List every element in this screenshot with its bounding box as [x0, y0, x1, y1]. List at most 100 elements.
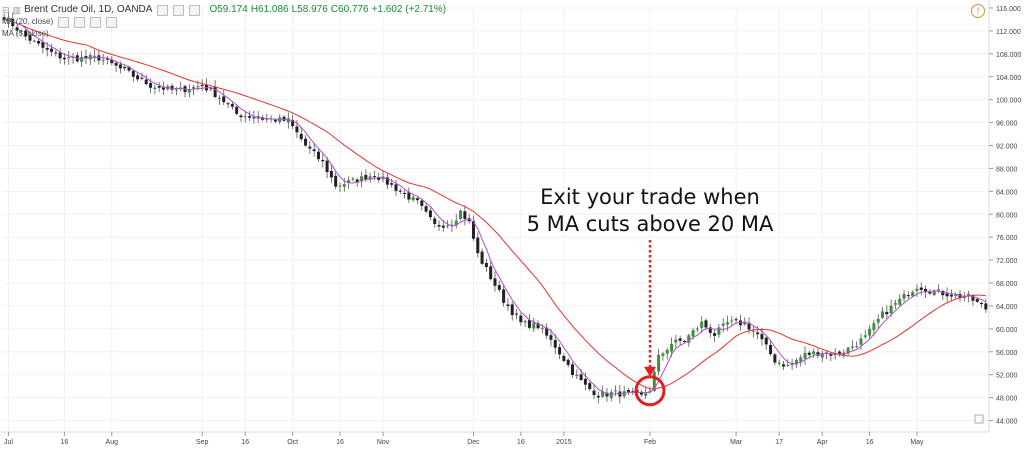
candle-body — [209, 88, 213, 90]
candle-body — [273, 119, 277, 122]
candle-body — [390, 183, 394, 185]
time-axis[interactable]: Jul 16 Aug Sep 16 Oct 16 Nov Dec 16 2015 Feb Mar 17 Ap… — [4, 432, 924, 446]
eye-icon[interactable] — [58, 16, 70, 28]
candle-body — [708, 327, 712, 333]
candle-body — [605, 392, 609, 397]
high-value: H61.086 — [250, 4, 289, 15]
annotation-text: Exit your trade when 5 MA cuts above 20 … — [510, 184, 790, 238]
time-tick-label: Apr — [817, 439, 829, 446]
price-tick-label: 116.000 — [996, 6, 1021, 13]
price-tick-label: 52.000 — [996, 373, 1018, 380]
candle-body — [583, 378, 587, 385]
candle-body — [812, 351, 816, 355]
candle-body — [614, 390, 618, 392]
candle-body — [489, 266, 493, 280]
candle-body — [562, 355, 566, 361]
candle-body — [161, 86, 165, 90]
candle-body — [657, 354, 661, 372]
candle-body — [807, 352, 811, 355]
candle-body — [588, 383, 592, 390]
candle-body — [308, 146, 312, 149]
candle-body — [906, 295, 910, 297]
candle-body — [902, 293, 906, 299]
ma5-row[interactable]: MA (5, close) — [2, 28, 446, 40]
candle-body — [975, 299, 979, 302]
time-tick-label: 17 — [775, 439, 783, 446]
candle-body — [829, 353, 833, 356]
candle-body — [536, 323, 540, 329]
candle-body — [338, 185, 342, 187]
collapse-icon[interactable]: ⊟ — [2, 5, 10, 15]
time-tick-label: Feb — [644, 439, 656, 446]
price-tick-label: 92.000 — [996, 144, 1018, 151]
candle-body — [885, 311, 889, 315]
candle-body — [398, 190, 402, 192]
candle-body — [437, 224, 441, 227]
candle-body — [441, 225, 445, 228]
alert-icon[interactable]: ! — [971, 4, 985, 18]
candle-body — [291, 119, 295, 127]
eye-icon[interactable] — [157, 4, 169, 16]
candle-body — [764, 337, 768, 345]
candle-body — [928, 292, 932, 294]
candle-body — [222, 96, 226, 103]
candle-body — [527, 319, 531, 328]
candle-body — [484, 263, 488, 268]
candle-body — [846, 347, 850, 354]
price-axis[interactable]: 116.000 112.000 108.000 104.000 100.000 96.00… — [989, 6, 1021, 426]
candle-body — [153, 87, 157, 90]
arrowhead-icon — [644, 366, 657, 377]
candle-body — [424, 206, 428, 212]
candle-body — [41, 42, 45, 48]
candle-body — [971, 295, 975, 301]
candle-body — [433, 218, 437, 224]
settings-icon[interactable] — [74, 16, 86, 28]
candle-body — [911, 291, 915, 297]
low-value: L58.976 — [291, 4, 328, 15]
candle-body — [769, 344, 773, 355]
settings-icon[interactable] — [173, 4, 185, 16]
ma20-line — [4, 18, 986, 390]
candle-body — [71, 56, 75, 58]
time-tick-label: 16 — [866, 439, 874, 446]
candle-body — [648, 390, 652, 392]
candle-body — [730, 320, 734, 322]
candle-body — [377, 176, 381, 180]
candle-body — [502, 289, 506, 303]
settings-corner[interactable] — [974, 414, 984, 424]
close-icon[interactable] — [90, 16, 102, 28]
candle-body — [725, 322, 730, 325]
candle-body — [446, 225, 450, 227]
candle-body — [493, 278, 497, 286]
candle-body — [618, 391, 622, 397]
price-tick-label: 100.000 — [996, 98, 1021, 105]
candle-body — [368, 176, 372, 180]
candle-body — [967, 293, 971, 297]
candle-body — [149, 83, 153, 88]
candle-body — [713, 333, 717, 336]
candle-body — [773, 354, 777, 363]
bars-icon: ▥ — [12, 5, 22, 15]
candle-body — [312, 149, 316, 152]
candle-body — [549, 335, 553, 340]
candle-body — [325, 160, 329, 173]
candle-body — [196, 86, 200, 88]
more-icon[interactable] — [106, 16, 118, 28]
candle-body — [480, 251, 484, 264]
candle-body — [661, 353, 665, 356]
candle-body — [50, 48, 54, 52]
candle-body — [575, 374, 579, 377]
candle-body — [949, 294, 953, 297]
time-tick-label: Aug — [106, 439, 119, 446]
chart-legend: ⊟ ▥ Brent Crude Oil, 1D, OANDA O59.174 H… — [2, 4, 446, 40]
close-icon[interactable] — [189, 4, 201, 16]
candle-body — [114, 62, 118, 66]
candle-body — [407, 192, 411, 200]
candle-body — [523, 320, 527, 323]
candle-body — [97, 55, 101, 61]
candle-body — [88, 55, 92, 60]
candle-body — [32, 40, 36, 42]
ma20-row[interactable]: MA (20, close) — [2, 16, 446, 28]
candle-body — [601, 391, 605, 397]
